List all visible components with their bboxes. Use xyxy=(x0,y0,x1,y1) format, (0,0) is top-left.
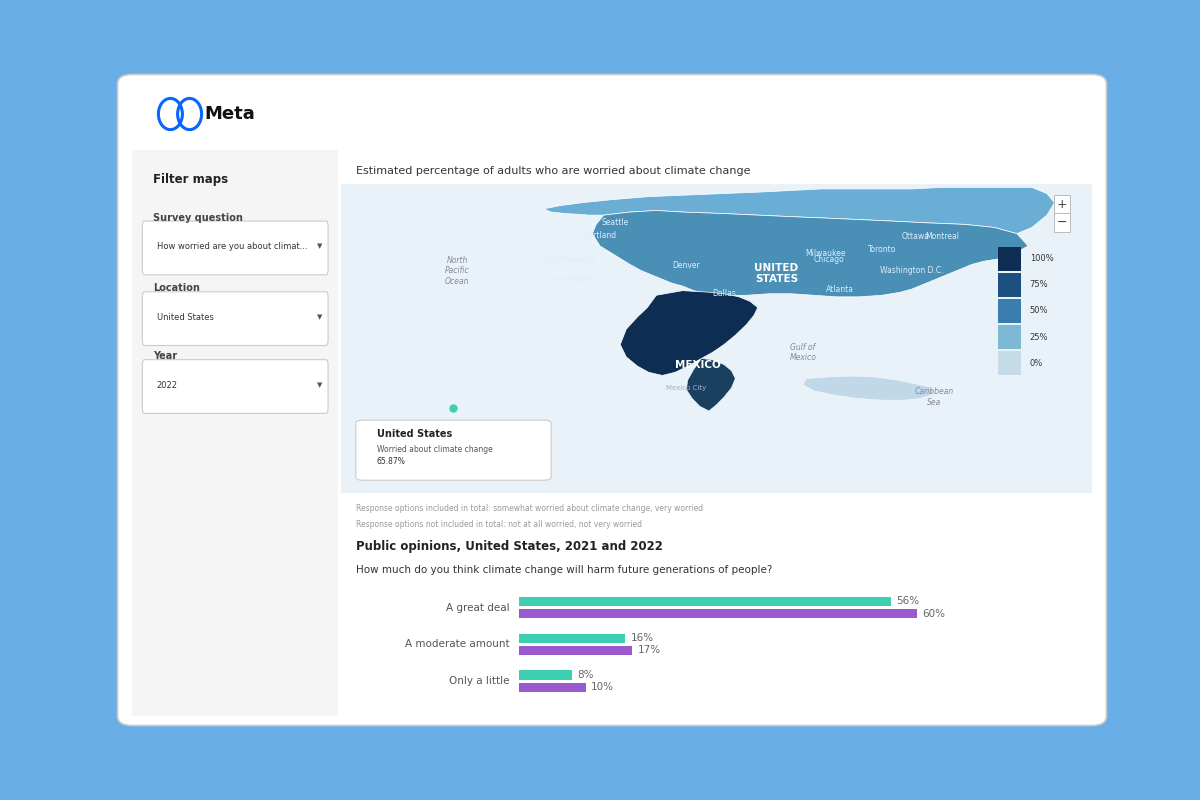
Text: Los Angeles: Los Angeles xyxy=(551,274,596,283)
Text: A moderate amount: A moderate amount xyxy=(404,639,509,650)
Polygon shape xyxy=(544,187,1055,234)
Text: Public opinions, United States, 2021 and 2022: Public opinions, United States, 2021 and… xyxy=(356,539,662,553)
Bar xyxy=(520,634,625,643)
Bar xyxy=(520,609,917,618)
FancyBboxPatch shape xyxy=(143,360,328,414)
Text: 60%: 60% xyxy=(923,609,946,618)
Bar xyxy=(520,597,890,606)
Text: Ottawa: Ottawa xyxy=(901,232,930,242)
Text: Montreal: Montreal xyxy=(925,232,959,242)
Text: 50%: 50% xyxy=(1030,306,1048,315)
Bar xyxy=(520,682,586,692)
Text: Milwaukee: Milwaukee xyxy=(805,249,846,258)
Bar xyxy=(998,273,1021,297)
Text: Chicago: Chicago xyxy=(814,255,845,264)
Text: San Francisco: San Francisco xyxy=(544,255,596,264)
Text: Gulf of
Mexico: Gulf of Mexico xyxy=(790,342,816,362)
Text: 2022: 2022 xyxy=(157,381,178,390)
Text: Washington D.C.: Washington D.C. xyxy=(880,266,943,275)
Text: A great deal: A great deal xyxy=(445,602,509,613)
Text: Response options not included in total: not at all worried, not very worried: Response options not included in total: … xyxy=(356,520,642,529)
Bar xyxy=(998,246,1021,270)
Text: ▼: ▼ xyxy=(317,314,322,320)
Text: Location: Location xyxy=(152,283,199,294)
Text: 17%: 17% xyxy=(637,646,660,655)
Text: 75%: 75% xyxy=(1030,280,1049,290)
Text: Denver: Denver xyxy=(672,262,701,270)
FancyBboxPatch shape xyxy=(143,292,328,346)
Text: 0%: 0% xyxy=(1030,359,1043,368)
Polygon shape xyxy=(686,358,736,411)
FancyBboxPatch shape xyxy=(118,74,1106,726)
Text: Meta: Meta xyxy=(204,105,254,123)
Text: Worried about climate change: Worried about climate change xyxy=(377,445,493,454)
Text: Atlanta: Atlanta xyxy=(827,285,854,294)
FancyBboxPatch shape xyxy=(143,221,328,275)
Text: United States: United States xyxy=(157,313,214,322)
Bar xyxy=(998,351,1021,375)
Text: Survey question: Survey question xyxy=(152,213,242,222)
Polygon shape xyxy=(593,210,1028,297)
Text: How worried are you about climat...: How worried are you about climat... xyxy=(157,242,307,251)
Text: How much do you think climate change will harm future generations of people?: How much do you think climate change wil… xyxy=(356,566,772,575)
Text: Response options included in total: somewhat worried about climate change, very : Response options included in total: some… xyxy=(356,503,703,513)
Text: Portland: Portland xyxy=(584,230,616,240)
Text: Seattle: Seattle xyxy=(601,218,629,227)
Text: Toronto: Toronto xyxy=(868,245,896,254)
Text: 16%: 16% xyxy=(631,634,654,643)
Text: Mexico City: Mexico City xyxy=(666,385,707,390)
Polygon shape xyxy=(803,376,935,400)
FancyBboxPatch shape xyxy=(356,420,551,480)
Text: 56%: 56% xyxy=(896,597,919,606)
Text: 65.87%: 65.87% xyxy=(377,457,406,466)
Text: Filter maps: Filter maps xyxy=(152,173,228,186)
Text: Only a little: Only a little xyxy=(449,676,509,686)
Text: −: − xyxy=(1057,216,1067,230)
Text: +: + xyxy=(1057,198,1067,211)
Text: 8%: 8% xyxy=(577,670,594,680)
Bar xyxy=(520,646,632,655)
Text: Dallas: Dallas xyxy=(712,290,736,298)
Text: United States: United States xyxy=(377,430,452,439)
Polygon shape xyxy=(620,290,757,375)
Text: Estimated percentage of adults who are worried about climate change: Estimated percentage of adults who are w… xyxy=(356,166,750,176)
Bar xyxy=(998,325,1021,350)
Text: ▼: ▼ xyxy=(317,382,322,388)
Text: Caribbean
Sea: Caribbean Sea xyxy=(914,387,954,406)
Text: MEXICO: MEXICO xyxy=(674,360,720,370)
Bar xyxy=(998,299,1021,323)
Text: ▼: ▼ xyxy=(317,243,322,250)
Text: North
Pacific
Ocean: North Pacific Ocean xyxy=(445,256,469,286)
Text: 100%: 100% xyxy=(1030,254,1054,263)
Text: UNITED
STATES: UNITED STATES xyxy=(755,263,798,285)
Bar xyxy=(520,670,572,680)
Text: 25%: 25% xyxy=(1030,333,1048,342)
Text: 10%: 10% xyxy=(590,682,614,692)
Text: Year: Year xyxy=(152,351,176,361)
